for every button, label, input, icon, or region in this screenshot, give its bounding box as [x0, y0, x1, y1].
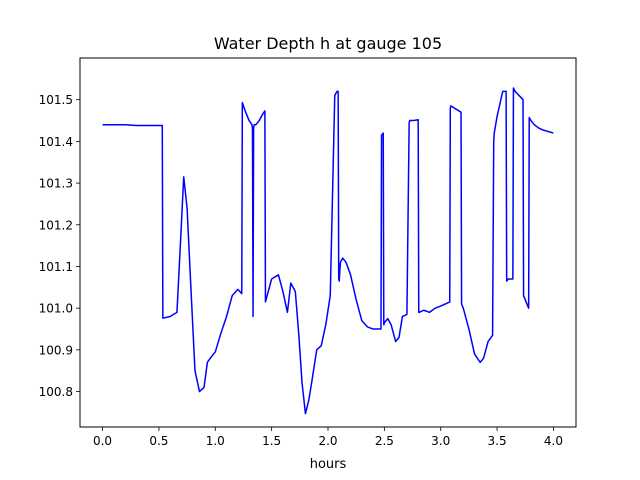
series-line: [102, 87, 554, 415]
x-tick-label: 2.5: [375, 434, 394, 448]
x-tick-label: 0.0: [93, 434, 112, 448]
y-tick-label: 101.5: [39, 93, 73, 107]
y-tick-label: 100.9: [39, 343, 73, 357]
x-axis-label: hours: [310, 457, 347, 472]
y-tick-label: 101.2: [39, 218, 73, 232]
chart-title: Water Depth h at gauge 105: [214, 34, 442, 53]
x-tick-label: 3.0: [431, 434, 450, 448]
plot-area: [102, 87, 554, 415]
y-tick-label: 101.1: [39, 260, 73, 274]
y-tick-label: 101.0: [39, 302, 73, 316]
x-tick-label: 2.0: [318, 434, 337, 448]
y-tick-label: 101.3: [39, 177, 73, 191]
y-tick-label: 101.4: [39, 135, 73, 149]
x-tick-label: 1.5: [262, 434, 281, 448]
x-tick-label: 4.0: [544, 434, 563, 448]
y-axis: 100.8 100.9 101.0 101.1 101.2 101.3 101.4 101.5: [39, 93, 80, 399]
x-tick-label: 1.0: [206, 434, 225, 448]
x-axis: 0.0 0.5 1.0 1.5 2.0 2.5 3.0 3.5 4.0: [93, 427, 563, 448]
x-tick-label: 3.5: [488, 434, 507, 448]
y-tick-label: 100.8: [39, 385, 73, 399]
x-tick-label: 0.5: [149, 434, 168, 448]
